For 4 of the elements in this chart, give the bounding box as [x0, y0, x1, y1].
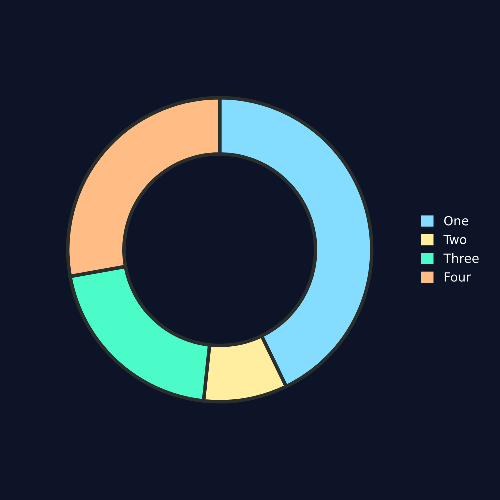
- legend-label: One: [444, 216, 469, 226]
- legend-label: Three: [444, 254, 479, 264]
- legend-label: Two: [444, 235, 467, 244]
- legend-label: Four: [444, 272, 472, 282]
